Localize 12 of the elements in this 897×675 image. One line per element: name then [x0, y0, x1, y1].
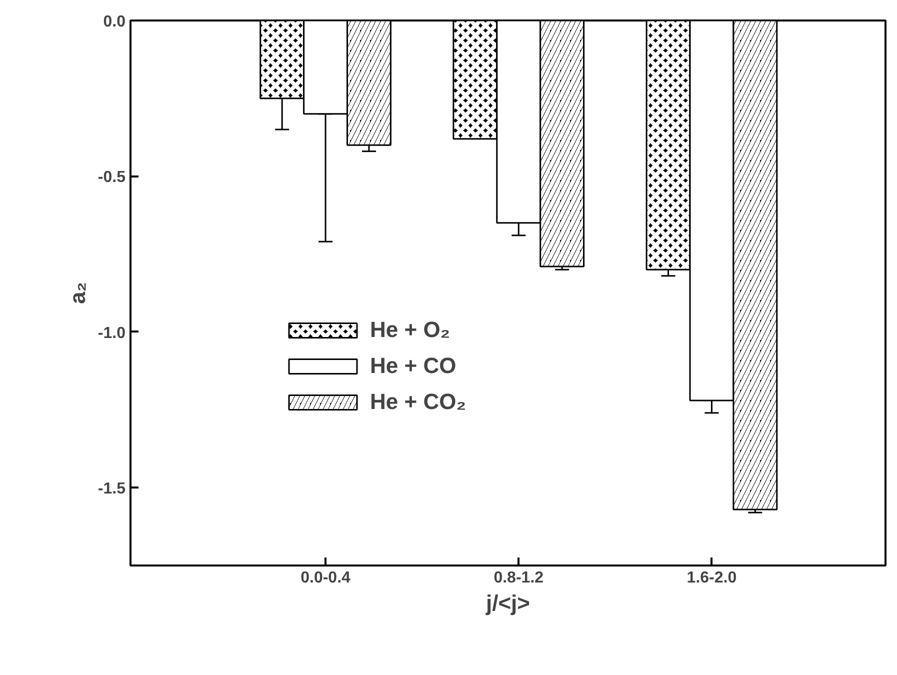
y-tick-label: 0.0	[103, 14, 126, 30]
y-tick-label: -0.5	[98, 169, 126, 186]
y-tick-label: -1.5	[98, 480, 126, 498]
legend-label: He + CO	[370, 353, 456, 379]
y-tick-label: -1.0	[98, 324, 126, 342]
x-axis-title: j/<j>	[484, 590, 530, 616]
y-axis-title: a₂	[64, 282, 90, 304]
x-tick-label: 1.6-2.0	[686, 570, 737, 586]
legend-label: He + CO₂	[370, 389, 466, 415]
legend-label: He + O₂	[370, 317, 450, 343]
x-tick-label: 0.0-0.4	[300, 570, 351, 586]
x-tick-label: 0.8-1.2	[494, 570, 544, 586]
